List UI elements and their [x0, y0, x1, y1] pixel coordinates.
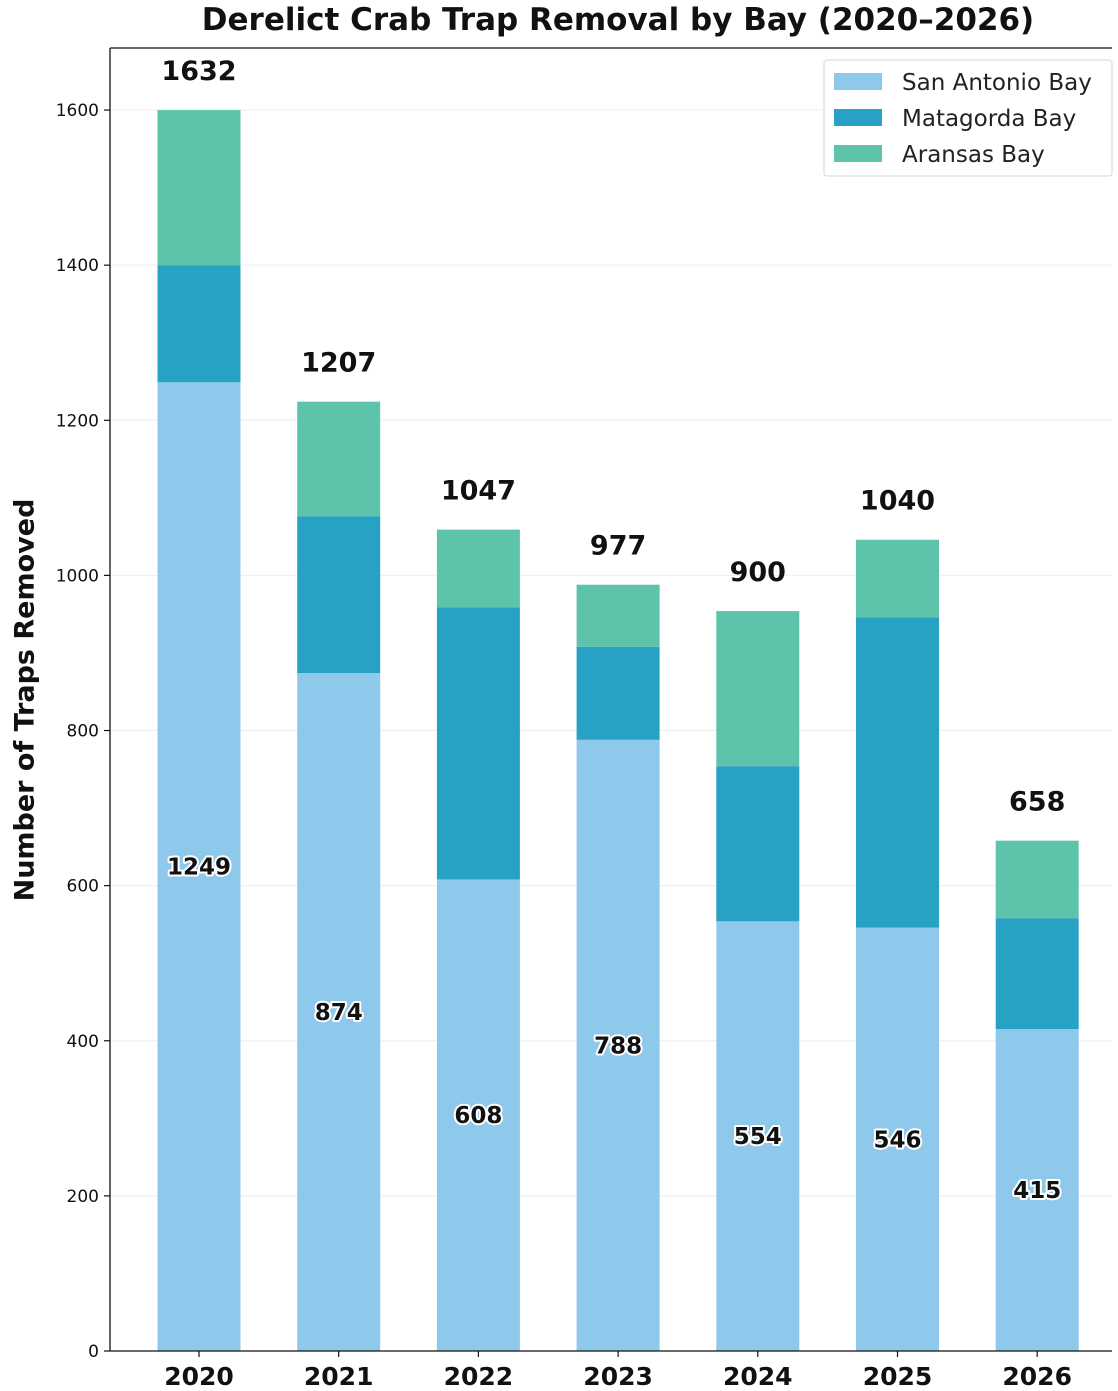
bar-segment [297, 401, 381, 517]
x-tick-label: 2021 [304, 1362, 374, 1391]
y-tick-label: 1400 [56, 256, 99, 276]
bar-segment [436, 879, 520, 1351]
legend-label: Matagorda Bay [902, 106, 1076, 132]
bar-segment [995, 918, 1079, 1030]
legend-swatch [834, 73, 882, 90]
x-tick-label: 2026 [1002, 1362, 1072, 1391]
total-value-label: 1047 [441, 476, 516, 507]
y-tick-label: 0 [88, 1342, 99, 1362]
total-value-label: 658 [1009, 787, 1065, 818]
y-tick-label: 200 [67, 1187, 99, 1207]
legend-label: San Antonio Bay [902, 70, 1092, 96]
y-tick-label: 800 [67, 722, 99, 742]
y-tick-label: 1000 [56, 566, 99, 586]
x-tick-label: 2023 [583, 1362, 653, 1391]
legend-swatch [834, 145, 882, 162]
total-value-label: 1207 [301, 348, 376, 379]
segment-value-label: 788 [594, 1033, 642, 1059]
total-value-label: 1040 [860, 486, 935, 517]
bar-segment [157, 265, 241, 383]
bar-segment [297, 673, 381, 1351]
bar-segment [436, 529, 520, 608]
segment-value-label: 415 [1013, 1178, 1061, 1204]
bar-segment [716, 611, 800, 767]
x-tick-label: 2024 [723, 1362, 793, 1391]
x-tick-label: 2020 [164, 1362, 234, 1391]
total-value-label: 1632 [161, 56, 236, 87]
bar-segment [576, 646, 660, 740]
bar-segment [157, 110, 241, 266]
segment-value-label: 546 [873, 1127, 921, 1153]
bar-segment [856, 617, 939, 928]
bar-segment [716, 921, 800, 1351]
chart-title: Derelict Crab Trap Removal by Bay (2020–… [201, 2, 1035, 38]
total-value-label: 977 [590, 531, 646, 562]
bar-segment [856, 927, 939, 1351]
segment-value-label: 554 [734, 1124, 782, 1150]
y-tick-label: 600 [67, 877, 99, 897]
bar-segment [436, 607, 520, 880]
bar-segment [995, 840, 1079, 919]
bar-segment [157, 382, 241, 1351]
legend-label: Aransas Bay [902, 142, 1045, 168]
segment-value-label: 608 [454, 1103, 502, 1129]
total-value-label: 900 [730, 557, 786, 588]
y-tick-label: 1200 [56, 411, 99, 431]
y-tick-label: 400 [67, 1032, 99, 1052]
bar-segment [297, 516, 381, 674]
segment-value-label: 1249 [167, 855, 231, 881]
bar-segment [576, 584, 660, 647]
bar-segment [576, 739, 660, 1351]
y-tick-label: 1600 [56, 101, 99, 121]
legend-box [823, 59, 1113, 177]
bar-segment [995, 1029, 1079, 1351]
bar-segment [716, 766, 800, 922]
x-tick-label: 2022 [444, 1362, 514, 1391]
x-tick-label: 2025 [863, 1362, 933, 1391]
segment-value-label: 874 [315, 1000, 363, 1026]
legend-swatch [834, 109, 882, 126]
bar-segment [856, 539, 939, 618]
